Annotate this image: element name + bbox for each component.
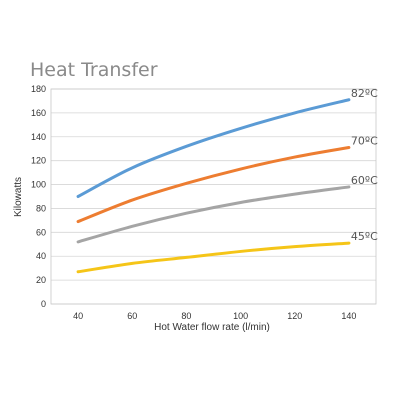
x-tick-label: 120 bbox=[287, 311, 302, 321]
y-tick-label: 140 bbox=[31, 132, 46, 142]
x-axis-label: Hot Water flow rate (l/min) bbox=[154, 322, 270, 333]
y-tick-label: 0 bbox=[41, 299, 46, 309]
y-tick-label: 40 bbox=[36, 251, 46, 261]
series-line bbox=[76, 98, 351, 198]
x-tick-label: 80 bbox=[181, 311, 191, 321]
x-tick-label: 40 bbox=[73, 311, 83, 321]
x-tick-label: 100 bbox=[233, 311, 248, 321]
series-label: 60ºC bbox=[351, 174, 378, 187]
grid bbox=[50, 88, 377, 305]
series-line bbox=[76, 241, 351, 274]
series-lines bbox=[76, 98, 351, 274]
series-label: 45ºC bbox=[351, 230, 378, 243]
series-line bbox=[76, 146, 351, 224]
y-tick-label: 160 bbox=[31, 108, 46, 118]
y-tick-label: 100 bbox=[31, 180, 46, 190]
y-tick-label: 60 bbox=[36, 227, 46, 237]
x-tick-label: 60 bbox=[127, 311, 137, 321]
tick-labels: 0 20 40 60 80 100 120 140 160 180 40 60 80 100 120 140 bbox=[31, 84, 356, 321]
y-tick-label: 120 bbox=[31, 156, 46, 166]
series-label: 70ºC bbox=[351, 135, 378, 148]
y-axis-label: Kilowatts bbox=[13, 177, 24, 217]
chart-title: Heat Transfer bbox=[30, 59, 158, 81]
y-tick-label: 180 bbox=[31, 84, 46, 94]
series-line bbox=[76, 185, 351, 244]
y-tick-label: 20 bbox=[36, 275, 46, 285]
series-labels: 82ºC 70ºC 60ºC 45ºC bbox=[351, 87, 378, 243]
plot-frame bbox=[50, 88, 377, 305]
x-tick-label: 140 bbox=[341, 311, 356, 321]
series-label: 82ºC bbox=[351, 87, 378, 100]
y-tick-label: 80 bbox=[36, 203, 46, 213]
